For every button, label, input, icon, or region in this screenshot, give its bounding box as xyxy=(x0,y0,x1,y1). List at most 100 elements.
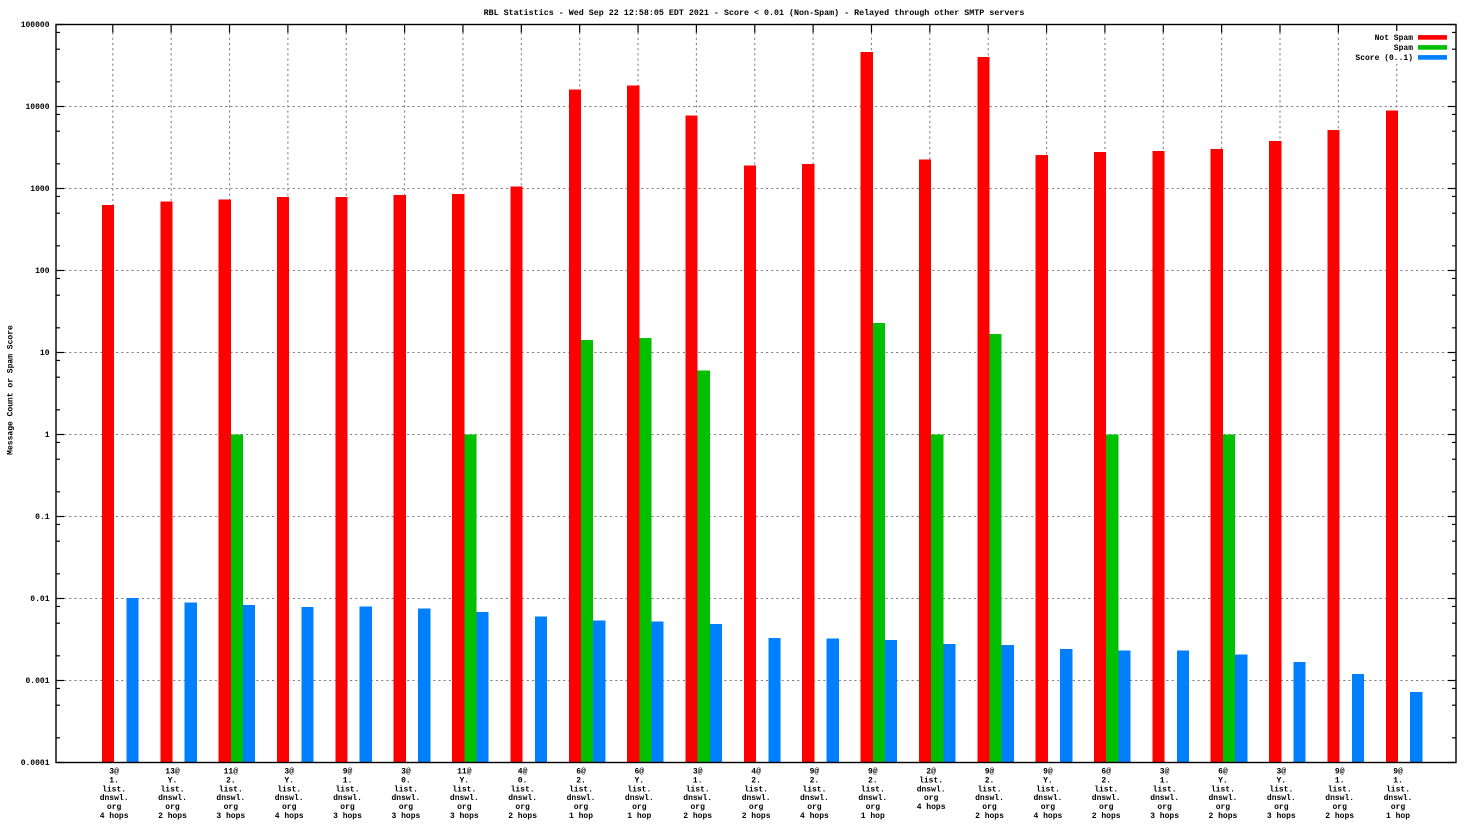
svg-text:3@: 3@ xyxy=(109,767,119,776)
svg-text:9@: 9@ xyxy=(810,767,820,776)
svg-text:dnswl.: dnswl. xyxy=(1325,794,1354,803)
svg-text:9@: 9@ xyxy=(985,767,995,776)
svg-text:9@: 9@ xyxy=(1043,767,1053,776)
svg-text:3@: 3@ xyxy=(1160,767,1170,776)
svg-text:org: org xyxy=(340,803,355,812)
svg-text:2.: 2. xyxy=(226,776,236,785)
svg-text:Y.: Y. xyxy=(1043,776,1053,785)
svg-text:4 hops: 4 hops xyxy=(917,803,946,812)
svg-text:list.: list. xyxy=(802,785,826,794)
svg-text:9@: 9@ xyxy=(343,767,353,776)
svg-text:3@: 3@ xyxy=(401,767,411,776)
svg-text:list.: list. xyxy=(861,785,885,794)
svg-text:list.: list. xyxy=(335,785,359,794)
svg-text:list.: list. xyxy=(1211,785,1235,794)
svg-text:dnswl.: dnswl. xyxy=(450,794,479,803)
svg-text:11@: 11@ xyxy=(457,767,472,776)
svg-text:list.: list. xyxy=(1094,785,1118,794)
svg-text:org: org xyxy=(1274,803,1289,812)
svg-text:1 hop: 1 hop xyxy=(627,812,651,821)
svg-text:dnswl.: dnswl. xyxy=(1384,794,1413,803)
svg-text:100000: 100000 xyxy=(21,21,50,30)
svg-text:list.: list. xyxy=(1386,785,1410,794)
svg-text:3 hops: 3 hops xyxy=(450,812,479,821)
svg-text:dnswl.: dnswl. xyxy=(1150,794,1179,803)
svg-text:100: 100 xyxy=(35,267,50,276)
svg-text:org: org xyxy=(749,803,764,812)
svg-text:org: org xyxy=(1157,803,1172,812)
svg-text:dnswl.: dnswl. xyxy=(975,794,1004,803)
svg-text:Spam: Spam xyxy=(1394,44,1413,53)
svg-text:4@: 4@ xyxy=(751,767,761,776)
svg-text:org: org xyxy=(574,803,589,812)
svg-text:dnswl.: dnswl. xyxy=(567,794,596,803)
svg-text:2 hops: 2 hops xyxy=(1325,812,1354,821)
svg-text:org: org xyxy=(165,803,180,812)
svg-text:2.: 2. xyxy=(1101,776,1111,785)
svg-text:9@: 9@ xyxy=(1335,767,1345,776)
svg-text:3@: 3@ xyxy=(693,767,703,776)
svg-text:dnswl.: dnswl. xyxy=(508,794,537,803)
svg-text:6@: 6@ xyxy=(634,767,644,776)
svg-text:4 hops: 4 hops xyxy=(275,812,304,821)
svg-text:0.: 0. xyxy=(401,776,411,785)
svg-text:2 hops: 2 hops xyxy=(742,812,771,821)
svg-text:0.: 0. xyxy=(518,776,528,785)
svg-text:3 hops: 3 hops xyxy=(391,812,420,821)
svg-text:org: org xyxy=(1216,803,1231,812)
svg-text:10000: 10000 xyxy=(25,103,49,112)
svg-text:0.01: 0.01 xyxy=(30,595,49,604)
svg-text:RBL Statistics - Wed Sep 22 12: RBL Statistics - Wed Sep 22 12:58:05 EDT… xyxy=(484,8,1025,18)
svg-text:org: org xyxy=(1041,803,1056,812)
svg-text:org: org xyxy=(1391,803,1406,812)
svg-text:org: org xyxy=(924,794,939,803)
svg-text:13@: 13@ xyxy=(165,767,180,776)
svg-text:list.: list. xyxy=(452,785,476,794)
svg-text:1 hop: 1 hop xyxy=(861,812,885,821)
svg-text:1.: 1. xyxy=(109,776,119,785)
svg-text:list.: list. xyxy=(160,785,184,794)
svg-text:2 hops: 2 hops xyxy=(975,812,1004,821)
svg-text:dnswl.: dnswl. xyxy=(917,785,946,794)
svg-text:2 hops: 2 hops xyxy=(1208,812,1237,821)
svg-text:list.: list. xyxy=(744,785,768,794)
svg-text:list.: list. xyxy=(277,785,301,794)
svg-text:org: org xyxy=(1332,803,1347,812)
svg-text:dnswl.: dnswl. xyxy=(742,794,771,803)
svg-text:2 hops: 2 hops xyxy=(158,812,187,821)
svg-text:4@: 4@ xyxy=(518,767,528,776)
svg-text:10: 10 xyxy=(40,349,50,358)
svg-text:Score (0..1): Score (0..1) xyxy=(1355,54,1413,63)
svg-text:dnswl.: dnswl. xyxy=(625,794,654,803)
svg-text:11@: 11@ xyxy=(224,767,239,776)
svg-text:2 hops: 2 hops xyxy=(683,812,712,821)
svg-text:2@: 2@ xyxy=(926,767,936,776)
svg-text:1.: 1. xyxy=(693,776,703,785)
svg-text:2.: 2. xyxy=(985,776,995,785)
svg-text:Y.: Y. xyxy=(459,776,469,785)
svg-text:3 hops: 3 hops xyxy=(216,812,245,821)
svg-text:org: org xyxy=(982,803,997,812)
svg-text:list.: list. xyxy=(569,785,593,794)
svg-text:2 hops: 2 hops xyxy=(1092,812,1121,821)
svg-text:list.: list. xyxy=(977,785,1001,794)
svg-text:Message Count or Spam Score: Message Count or Spam Score xyxy=(7,325,16,455)
svg-text:dnswl.: dnswl. xyxy=(858,794,887,803)
svg-text:1.: 1. xyxy=(343,776,353,785)
svg-text:list.: list. xyxy=(919,776,943,785)
svg-text:dnswl.: dnswl. xyxy=(391,794,420,803)
svg-text:dnswl.: dnswl. xyxy=(275,794,304,803)
svg-text:list.: list. xyxy=(219,785,243,794)
svg-text:3 hops: 3 hops xyxy=(333,812,362,821)
svg-text:dnswl.: dnswl. xyxy=(683,794,712,803)
svg-text:1 hop: 1 hop xyxy=(569,812,593,821)
svg-text:1.: 1. xyxy=(1335,776,1345,785)
svg-text:Y.: Y. xyxy=(1218,776,1228,785)
svg-text:org: org xyxy=(515,803,530,812)
svg-text:org: org xyxy=(866,803,881,812)
svg-text:org: org xyxy=(1099,803,1114,812)
svg-text:dnswl.: dnswl. xyxy=(1033,794,1062,803)
svg-text:6@: 6@ xyxy=(1218,767,1228,776)
svg-text:org: org xyxy=(224,803,239,812)
svg-text:list.: list. xyxy=(1153,785,1177,794)
